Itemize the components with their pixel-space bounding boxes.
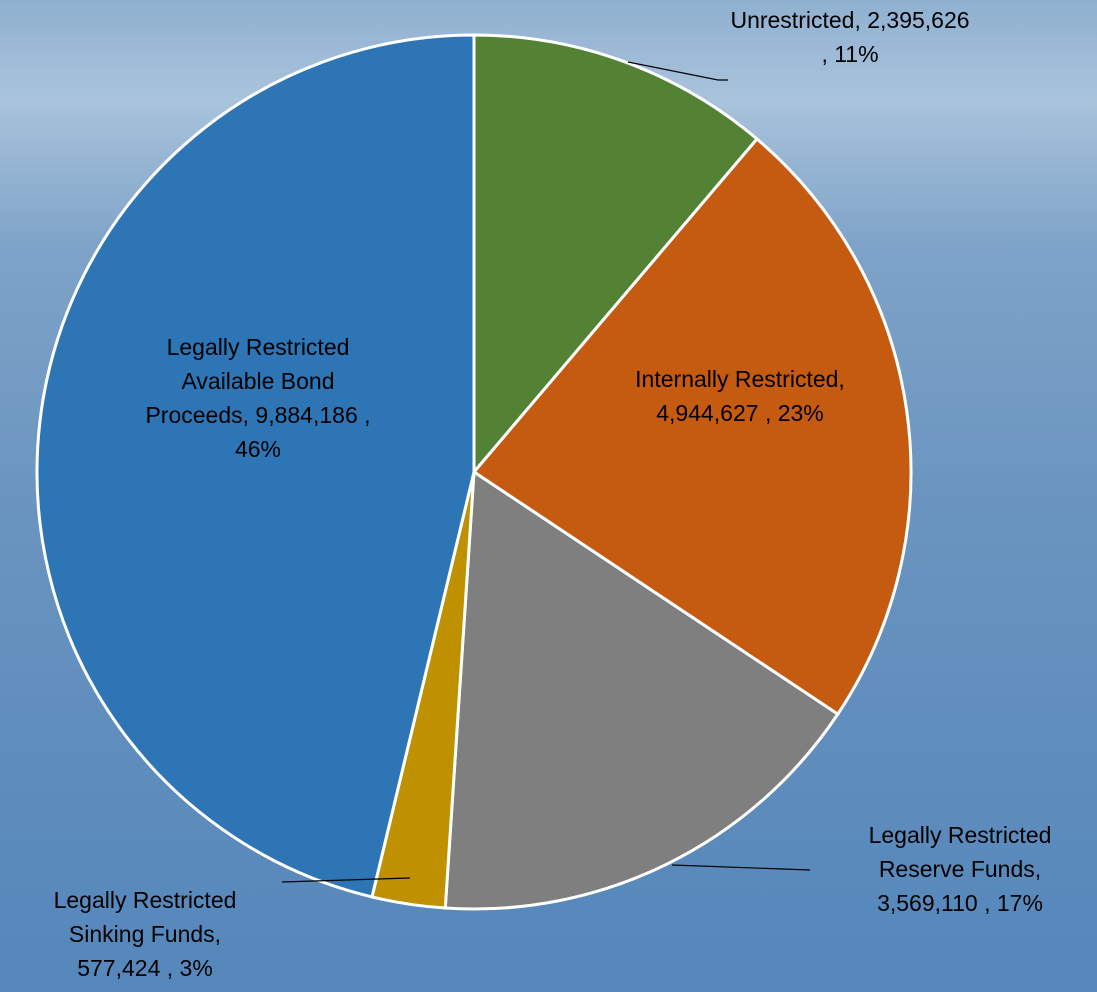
leader-line [627, 61, 728, 81]
slice [472, 33, 760, 477]
leader-line [671, 864, 811, 871]
category-label: Legally Restricted Available Bond Procee… [145, 334, 350, 428]
leader-line [281, 877, 411, 883]
slice-label: Legally Restricted Available Bond Procee… [128, 330, 388, 466]
slices [35, 33, 913, 911]
value-label: 3,569,110 , 17% [877, 890, 1043, 916]
category-label: Internally Restricted, [635, 366, 845, 392]
slice [35, 33, 476, 899]
slice [443, 469, 840, 911]
value-label: 9,884,186 , 46% [234, 402, 371, 462]
slice-label: Unrestricted, 2,395,626 , 11% [725, 3, 975, 71]
category-label: Legally Restricted Reserve Funds, [868, 822, 1052, 882]
slice-label: Internally Restricted, 4,944,627 , 23% [635, 362, 845, 430]
slice-label: Legally Restricted Sinking Funds, 577,42… [35, 883, 255, 985]
value-label: 2,395,626 , 11% [821, 7, 970, 67]
category-label: Legally Restricted Sinking Funds, [53, 887, 237, 947]
slice [471, 136, 913, 717]
value-label: 577,424 , 3% [77, 955, 213, 981]
category-label: Unrestricted, [730, 7, 861, 33]
value-label: 4,944,627 , 23% [656, 400, 824, 426]
slice-label: Legally Restricted Reserve Funds, 3,569,… [830, 818, 1090, 920]
